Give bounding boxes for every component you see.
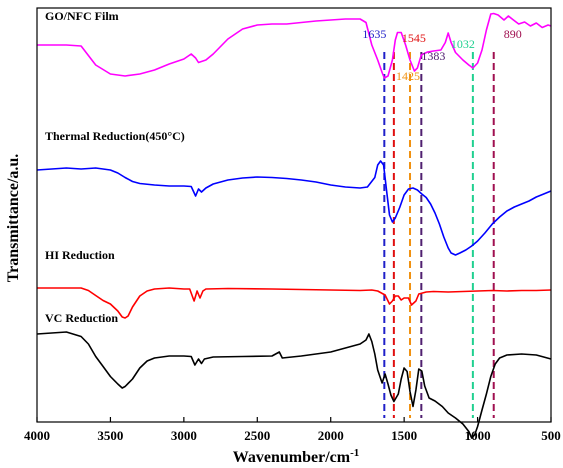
plot-frame <box>36 7 552 423</box>
x-tick-label-4000: 4000 <box>24 428 50 443</box>
peak-label-1032: 1032 <box>451 37 475 51</box>
x-tick-label-1000: 1000 <box>465 428 491 443</box>
y-axis-title: Transmittance/a.u. <box>5 154 22 283</box>
series-line-2 <box>36 160 552 256</box>
series-label-2: Thermal Reduction(450°C) <box>45 129 185 143</box>
series-label-4: VC Reduction <box>45 311 118 325</box>
series-label-1: GO/NFC Film <box>45 9 119 23</box>
series-label-3: HI Reduction <box>45 248 115 262</box>
peak-label-890: 890 <box>504 27 522 41</box>
peak-label-1425: 1425 <box>396 69 420 83</box>
x-tick-label-2000: 2000 <box>318 428 344 443</box>
peak-label-1635: 1635 <box>362 27 386 41</box>
x-axis-title-superscript: -1 <box>350 447 359 459</box>
series-line-1 <box>37 12 552 79</box>
x-tick-label-500: 500 <box>541 428 561 443</box>
x-tick-label-3500: 3500 <box>97 428 123 443</box>
x-tick-label-1500: 1500 <box>391 428 417 443</box>
x-axis-ticks: 4000 3500 3000 2500 2000 1500 1000 500 <box>24 417 561 443</box>
series-lines <box>36 12 552 439</box>
x-axis-title-main: Wavenumber/cm <box>233 449 351 466</box>
x-tick-label-2500: 2500 <box>244 428 270 443</box>
peak-label-1383: 1383 <box>421 49 445 63</box>
series-line-4 <box>36 331 552 439</box>
series-line-3 <box>37 287 552 319</box>
x-axis-title: Wavenumber/cm-1 <box>233 447 360 466</box>
peak-label-1545: 1545 <box>402 31 426 45</box>
x-tick-label-3000: 3000 <box>171 428 197 443</box>
peak-lines <box>383 52 495 418</box>
series-labels: GO/NFC Film Thermal Reduction(450°C) HI Re… <box>45 9 185 325</box>
